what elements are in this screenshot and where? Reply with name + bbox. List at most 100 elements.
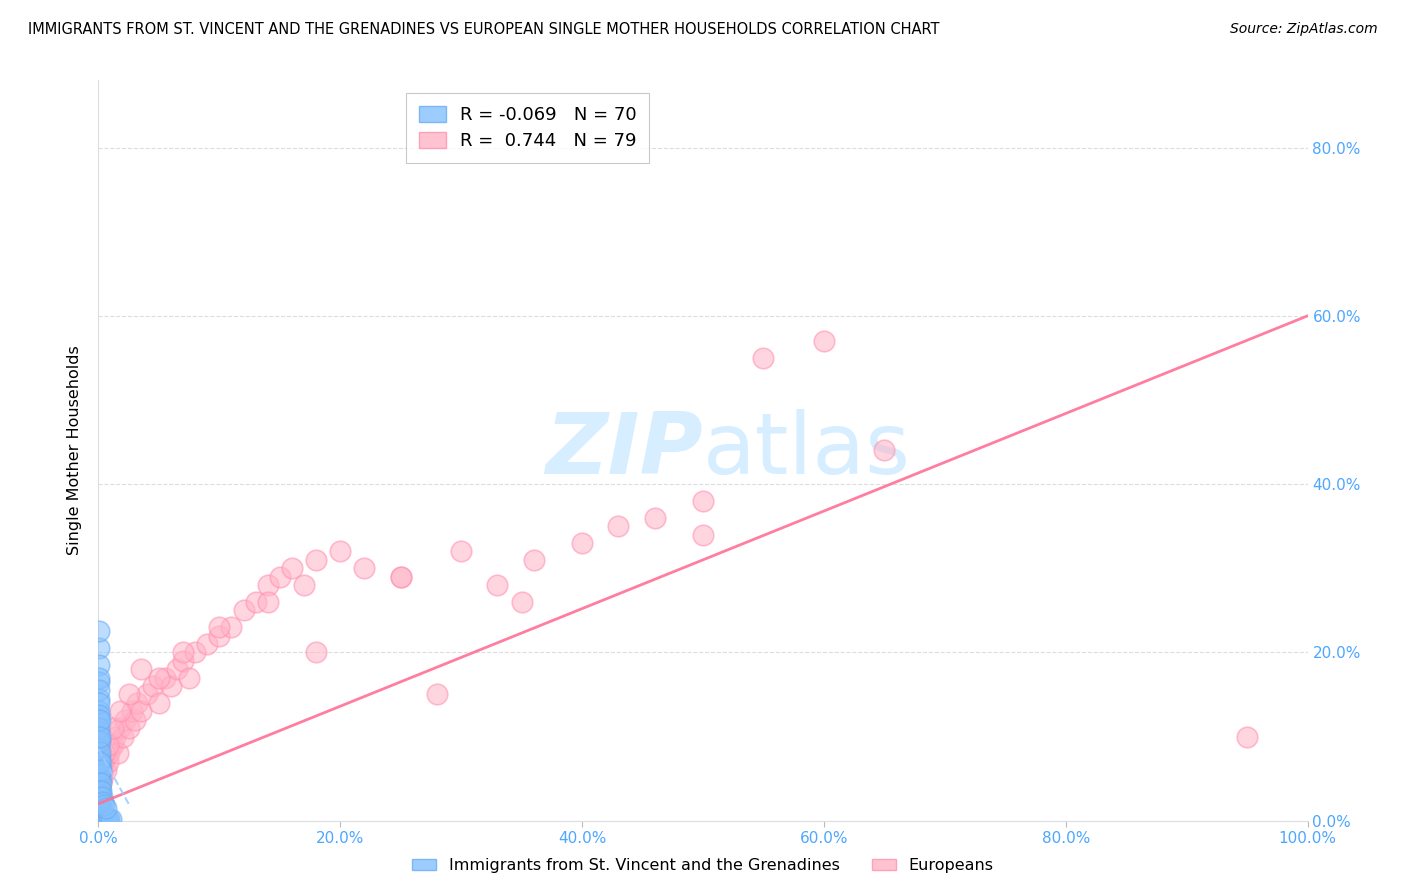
Point: [96, 747, 118, 761]
Point: [98, 812, 121, 826]
Point: [89, 721, 111, 735]
Point: [89, 759, 111, 773]
Point: [94, 812, 117, 826]
Point: [90, 763, 112, 777]
Point: [305, 645, 328, 659]
Point: [172, 645, 194, 659]
Point: [89, 713, 111, 727]
Point: [89, 733, 111, 747]
Point: [510, 595, 533, 609]
Point: [91, 790, 114, 805]
Point: [89, 795, 111, 809]
Point: [87, 658, 110, 673]
Point: [607, 519, 630, 533]
Point: [89, 789, 111, 803]
Point: [91, 811, 114, 825]
Point: [129, 662, 152, 676]
Point: [90, 810, 112, 824]
Point: [89, 776, 111, 790]
Point: [87, 624, 110, 639]
Point: [94, 763, 117, 777]
Point: [90, 810, 112, 824]
Point: [305, 553, 328, 567]
Point: [89, 807, 111, 822]
Point: [90, 763, 112, 777]
Y-axis label: Single Mother Households: Single Mother Households: [67, 345, 83, 556]
Point: [89, 772, 111, 786]
Point: [353, 561, 375, 575]
Point: [90, 776, 112, 790]
Point: [450, 544, 472, 558]
Text: ZIP: ZIP: [546, 409, 703, 492]
Point: [91, 755, 114, 769]
Text: IMMIGRANTS FROM ST. VINCENT AND THE GRENADINES VS EUROPEAN SINGLE MOTHER HOUSEHO: IMMIGRANTS FROM ST. VINCENT AND THE GREN…: [28, 22, 939, 37]
Point: [389, 569, 412, 583]
Point: [89, 745, 111, 759]
Point: [752, 351, 775, 365]
Point: [97, 755, 120, 769]
Point: [118, 688, 141, 702]
Point: [91, 812, 114, 826]
Point: [292, 578, 315, 592]
Point: [89, 780, 111, 794]
Point: [89, 780, 111, 794]
Point: [89, 708, 111, 723]
Point: [89, 772, 111, 786]
Point: [89, 755, 111, 769]
Point: [107, 747, 129, 761]
Point: [184, 645, 207, 659]
Point: [89, 798, 111, 813]
Point: [87, 691, 110, 706]
Point: [160, 679, 183, 693]
Point: [91, 812, 114, 826]
Point: [87, 704, 110, 718]
Point: [89, 780, 111, 794]
Point: [93, 798, 115, 813]
Point: [644, 510, 666, 524]
Point: [208, 628, 231, 642]
Point: [89, 804, 111, 818]
Point: [89, 750, 111, 764]
Point: [89, 801, 111, 815]
Point: [87, 696, 110, 710]
Point: [89, 742, 111, 756]
Point: [329, 544, 352, 558]
Point: [89, 809, 111, 823]
Point: [93, 747, 115, 761]
Point: [89, 806, 111, 821]
Point: [87, 641, 110, 656]
Point: [90, 772, 112, 786]
Point: [89, 764, 111, 779]
Point: [91, 763, 114, 777]
Point: [813, 334, 835, 348]
Point: [94, 801, 117, 815]
Point: [148, 671, 170, 685]
Point: [179, 671, 201, 685]
Point: [90, 763, 112, 777]
Point: [96, 812, 118, 826]
Point: [91, 772, 114, 786]
Point: [256, 595, 278, 609]
Point: [89, 767, 111, 781]
Point: [1236, 730, 1258, 744]
Point: [97, 738, 120, 752]
Point: [245, 595, 267, 609]
Point: [90, 809, 112, 823]
Point: [89, 789, 111, 803]
Point: [89, 806, 111, 821]
Legend: R = -0.069   N = 70, R =  0.744   N = 79: R = -0.069 N = 70, R = 0.744 N = 79: [406, 93, 650, 163]
Point: [114, 713, 136, 727]
Text: atlas: atlas: [703, 409, 911, 492]
Point: [89, 808, 111, 822]
Point: [89, 730, 111, 744]
Point: [142, 679, 165, 693]
Point: [256, 578, 278, 592]
Point: [89, 713, 111, 727]
Point: [426, 688, 449, 702]
Point: [89, 725, 111, 739]
Point: [100, 738, 122, 752]
Point: [281, 561, 304, 575]
Point: [91, 795, 114, 809]
Point: [89, 790, 111, 805]
Point: [87, 797, 110, 811]
